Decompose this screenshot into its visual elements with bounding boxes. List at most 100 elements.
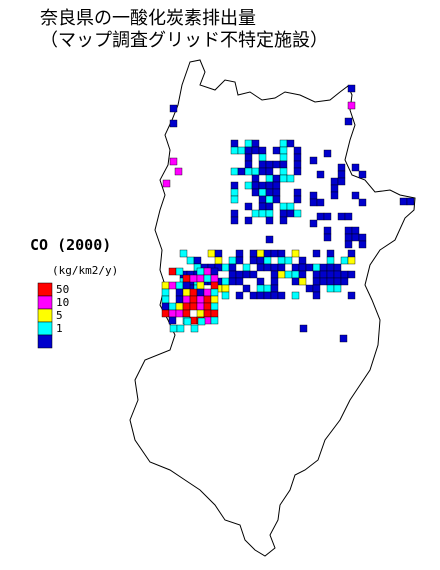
grid-cell <box>344 117 353 126</box>
grid-cell <box>176 324 185 333</box>
grid-cell <box>161 309 170 318</box>
grid-cell <box>344 226 353 235</box>
grid-cell <box>272 188 281 197</box>
grid-cell <box>214 249 223 258</box>
grid-cell <box>312 249 321 258</box>
grid-cell <box>305 284 314 293</box>
grid-cell <box>333 284 342 293</box>
grid-cell <box>228 263 237 272</box>
grid-cell <box>210 288 219 297</box>
grid-cell <box>284 270 293 279</box>
grid-cell <box>270 291 279 300</box>
grid-cell <box>258 202 267 211</box>
grid-cell <box>312 263 321 272</box>
grid-cell <box>279 167 288 176</box>
grid-cell <box>326 263 335 272</box>
grid-cell <box>258 153 267 162</box>
grid-cell <box>175 302 184 311</box>
grid-cell <box>286 174 295 183</box>
grid-cell <box>258 160 267 169</box>
grid-cell <box>196 302 205 311</box>
grid-cell <box>277 249 286 258</box>
grid-cell <box>230 139 239 148</box>
grid-cell <box>265 181 274 190</box>
grid-cell <box>244 202 253 211</box>
grid-cell <box>291 277 300 286</box>
grid-cell <box>169 324 178 333</box>
grid-cell <box>337 170 346 179</box>
grid-cell <box>351 233 360 242</box>
grid-cell <box>251 181 260 190</box>
grid-cell <box>298 256 307 265</box>
grid-cell <box>265 235 274 244</box>
grid-cell <box>230 216 239 225</box>
grid-cell <box>256 284 265 293</box>
grid-cell <box>309 191 318 200</box>
grid-cell <box>235 256 244 265</box>
grid-cell <box>242 284 251 293</box>
grid-cell <box>265 167 274 176</box>
grid-cell <box>330 184 339 193</box>
grid-cell <box>279 174 288 183</box>
grid-cell <box>196 274 205 283</box>
grid-cell <box>323 226 332 235</box>
grid-cell <box>309 156 318 165</box>
grid-cell <box>196 309 205 318</box>
grid-cell <box>244 153 253 162</box>
grid-cell <box>196 267 205 276</box>
grid-cell <box>249 270 258 279</box>
grid-cell <box>189 295 198 304</box>
grid-cell <box>258 188 267 197</box>
grid-cell <box>265 209 274 218</box>
grid-cell <box>406 197 415 206</box>
grid-cell <box>265 160 274 169</box>
grid-cell <box>193 256 202 265</box>
grid-cell <box>293 195 302 204</box>
legend-swatch <box>37 321 53 336</box>
grid-cell <box>235 277 244 286</box>
grid-cell <box>237 167 246 176</box>
grid-cell <box>182 281 191 290</box>
grid-cell <box>309 219 318 228</box>
grid-cell <box>312 284 321 293</box>
grid-cell <box>265 188 274 197</box>
grid-cell <box>298 270 307 279</box>
grid-cell <box>277 270 286 279</box>
grid-cell <box>242 270 251 279</box>
grid-cell <box>182 295 191 304</box>
grid-cell <box>203 302 212 311</box>
grid-cell <box>210 309 219 318</box>
grid-cell <box>244 160 253 169</box>
grid-cell <box>286 139 295 148</box>
grid-cell <box>168 316 177 325</box>
grid-cell <box>312 291 321 300</box>
grid-cell <box>179 249 188 258</box>
grid-cell <box>244 181 253 190</box>
grid-cell <box>333 277 342 286</box>
grid-cell <box>221 284 230 293</box>
grid-cell <box>175 281 184 290</box>
grid-cell <box>284 256 293 265</box>
legend-swatch <box>37 295 53 310</box>
grid-cell <box>221 263 230 272</box>
grid-cell <box>347 249 356 258</box>
grid-cell <box>347 291 356 300</box>
grid-cell <box>196 295 205 304</box>
grid-cell <box>203 295 212 304</box>
grid-cell <box>337 212 346 221</box>
grid-cell <box>347 270 356 279</box>
grid-cell <box>399 197 408 206</box>
grid-cell <box>272 195 281 204</box>
grid-cell <box>228 256 237 265</box>
grid-cell <box>251 174 260 183</box>
grid-cell <box>277 291 286 300</box>
grid-cell <box>316 170 325 179</box>
grid-cell <box>293 146 302 155</box>
grid-cell <box>230 181 239 190</box>
grid-cell <box>298 263 307 272</box>
grid-cell <box>161 295 170 304</box>
grid-cell <box>186 256 195 265</box>
grid-cell <box>316 212 325 221</box>
grid-cell <box>323 233 332 242</box>
